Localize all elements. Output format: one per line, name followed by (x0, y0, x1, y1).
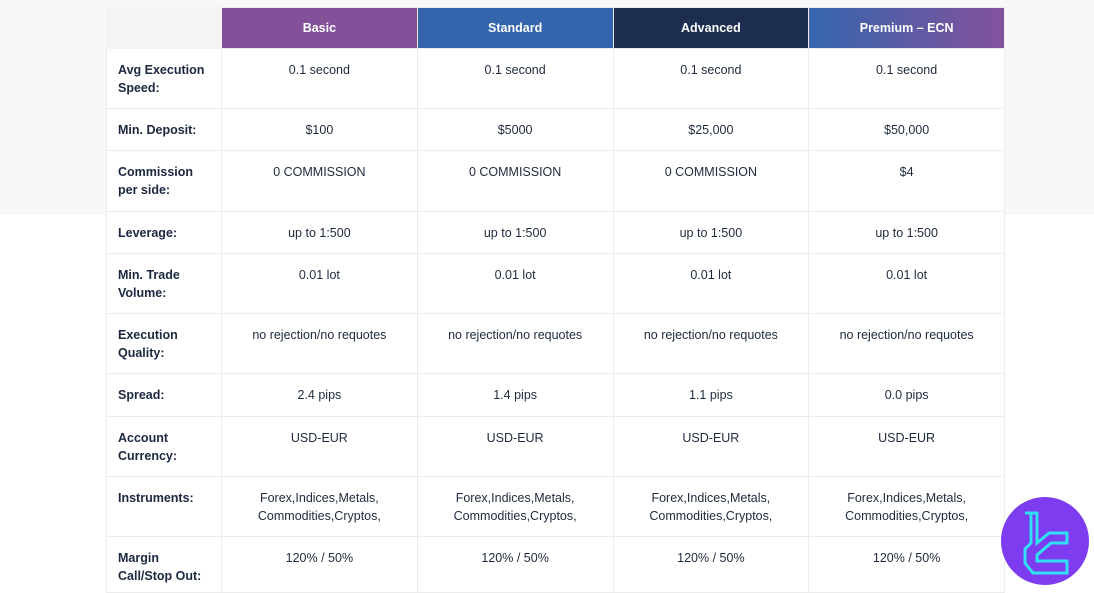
row-label: Leverage: (106, 211, 222, 254)
account-comparison-table: Basic Standard Advanced Premium – ECN Avg E… (106, 7, 1005, 593)
cell-value: Forex,Indices,Metals, Commodities,Crypto… (808, 476, 1005, 537)
table-row: Account Currency: USD-EUR USD-EUR USD-EUR US… (106, 416, 1005, 477)
cell-value: no rejection/no requotes (416, 313, 614, 374)
cell-value: $100 (221, 108, 418, 151)
table-row: Spread: 2.4 pips 1.4 pips 1.1 pips 0.0 pips (106, 373, 1005, 417)
row-label: Instruments: (106, 476, 222, 537)
row-label: Margin Call/Stop Out: (106, 536, 222, 593)
cell-value: 0 COMMISSION (221, 150, 418, 212)
cell-value: 120% / 50% (612, 536, 810, 593)
table-row: Avg Execution Speed: 0.1 second 0.1 second… (106, 48, 1005, 109)
cell-value: Forex,Indices,Metals, Commodities,Crypto… (416, 476, 614, 537)
cell-value: 1.4 pips (416, 373, 614, 417)
cell-value: $50,000 (808, 108, 1005, 151)
table-row: Min. Trade Volume: 0.01 lot 0.01 lot 0.01 l… (106, 253, 1005, 314)
cell-value: USD-EUR (808, 416, 1005, 477)
cell-value: 120% / 50% (221, 536, 418, 593)
cell-value: USD-EUR (612, 416, 810, 477)
tradingfinder-logo-icon[interactable] (1001, 497, 1089, 585)
header-corner (106, 7, 222, 49)
cell-value: 0 COMMISSION (416, 150, 614, 212)
cell-value: up to 1:500 (612, 211, 810, 254)
cell-value: 0.1 second (221, 48, 418, 109)
cell-value: 0.0 pips (808, 373, 1005, 417)
cell-value: up to 1:500 (808, 211, 1005, 254)
row-label: Commission per side: (106, 150, 222, 212)
cell-value: $25,000 (612, 108, 810, 151)
cell-value: USD-EUR (221, 416, 418, 477)
row-label: Execution Quality: (106, 313, 222, 374)
table-row: Min. Deposit: $100 $5000 $25,000 $50,000 (106, 108, 1005, 151)
cell-value: 0.01 lot (808, 253, 1005, 314)
cell-value: 0.01 lot (221, 253, 418, 314)
cell-value: 1.1 pips (612, 373, 810, 417)
plan-header-3: Premium – ECN (808, 7, 1005, 49)
row-label: Spread: (106, 373, 222, 417)
cell-value: Forex,Indices,Metals, Commodities,Crypto… (221, 476, 418, 537)
cell-value: no rejection/no requotes (221, 313, 418, 374)
cell-value: 0 COMMISSION (612, 150, 810, 212)
plan-header-2: Advanced (612, 7, 810, 49)
row-label: Min. Deposit: (106, 108, 222, 151)
table-row: Margin Call/Stop Out: 120% / 50% 120% / 50… (106, 536, 1005, 593)
table-row: Commission per side: 0 COMMISSION 0 COMMIS… (106, 150, 1005, 212)
cell-value: $5000 (416, 108, 614, 151)
cell-value: 2.4 pips (221, 373, 418, 417)
cell-value: 120% / 50% (416, 536, 614, 593)
table-row: Leverage: up to 1:500 up to 1:500 up to 1:5… (106, 211, 1005, 254)
cell-value: up to 1:500 (221, 211, 418, 254)
plan-header-0: Basic (221, 7, 418, 49)
row-label: Account Currency: (106, 416, 222, 477)
cell-value: no rejection/no requotes (808, 313, 1005, 374)
row-label: Min. Trade Volume: (106, 253, 222, 314)
row-label: Avg Execution Speed: (106, 48, 222, 109)
cell-value: 0.1 second (612, 48, 810, 109)
cell-value: 120% / 50% (808, 536, 1005, 593)
plan-header-1: Standard (416, 7, 614, 49)
cell-value: 0.1 second (416, 48, 614, 109)
cell-value: 0.01 lot (612, 253, 810, 314)
cell-value: $4 (808, 150, 1005, 212)
cell-value: USD-EUR (416, 416, 614, 477)
cell-value: Forex,Indices,Metals, Commodities,Crypto… (612, 476, 810, 537)
cell-value: 0.1 second (808, 48, 1005, 109)
cell-value: 0.01 lot (416, 253, 614, 314)
cell-value: no rejection/no requotes (612, 313, 810, 374)
header-row: Basic Standard Advanced Premium – ECN (106, 7, 1005, 49)
table-row: Instruments: Forex,Indices,Metals, Commod… (106, 476, 1005, 537)
table-row: Execution Quality: no rejection/no requot… (106, 313, 1005, 374)
cell-value: up to 1:500 (416, 211, 614, 254)
